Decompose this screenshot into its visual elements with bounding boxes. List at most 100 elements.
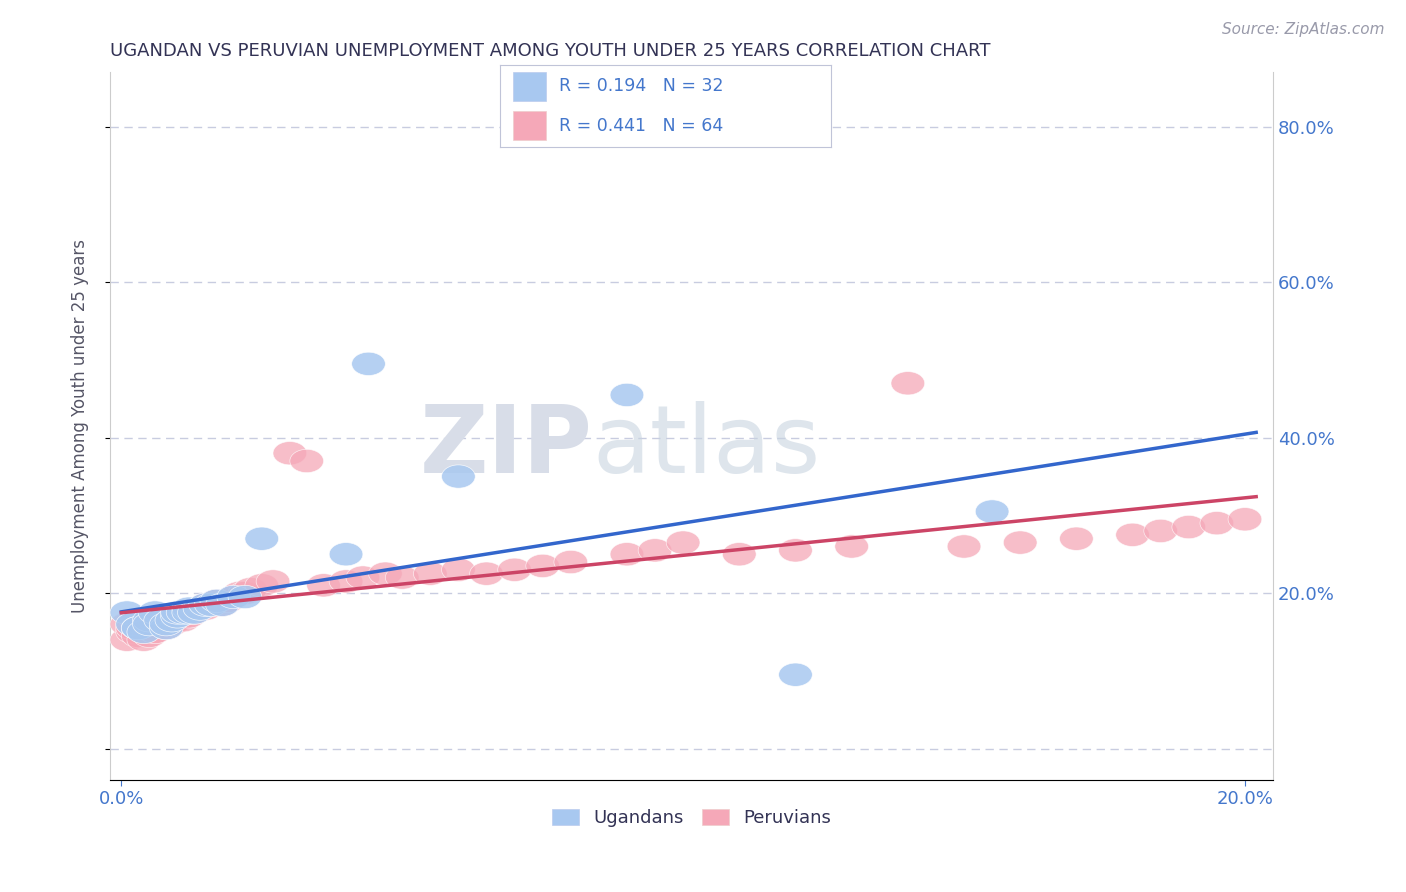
Ellipse shape xyxy=(194,593,228,616)
Ellipse shape xyxy=(115,620,149,644)
Ellipse shape xyxy=(160,601,194,624)
Ellipse shape xyxy=(273,442,307,465)
Ellipse shape xyxy=(149,613,183,636)
Ellipse shape xyxy=(160,605,194,628)
Ellipse shape xyxy=(177,601,211,624)
Ellipse shape xyxy=(205,593,239,616)
Ellipse shape xyxy=(200,590,233,613)
Ellipse shape xyxy=(172,605,205,628)
Ellipse shape xyxy=(127,628,160,651)
Ellipse shape xyxy=(143,608,177,632)
Ellipse shape xyxy=(110,628,143,651)
Ellipse shape xyxy=(121,616,155,640)
Ellipse shape xyxy=(205,593,239,616)
Ellipse shape xyxy=(233,577,267,601)
Text: UGANDAN VS PERUVIAN UNEMPLOYMENT AMONG YOUTH UNDER 25 YEARS CORRELATION CHART: UGANDAN VS PERUVIAN UNEMPLOYMENT AMONG Y… xyxy=(110,42,991,60)
Ellipse shape xyxy=(149,608,183,632)
Ellipse shape xyxy=(160,608,194,632)
Ellipse shape xyxy=(166,608,200,632)
Ellipse shape xyxy=(413,562,447,585)
Y-axis label: Unemployment Among Youth under 25 years: Unemployment Among Youth under 25 years xyxy=(72,239,89,613)
Ellipse shape xyxy=(132,613,166,636)
Ellipse shape xyxy=(1060,527,1094,550)
Ellipse shape xyxy=(329,542,363,566)
Ellipse shape xyxy=(228,585,262,608)
Ellipse shape xyxy=(132,613,166,636)
Ellipse shape xyxy=(256,570,290,593)
Text: Source: ZipAtlas.com: Source: ZipAtlas.com xyxy=(1222,22,1385,37)
Ellipse shape xyxy=(172,597,205,620)
Ellipse shape xyxy=(188,597,222,620)
Ellipse shape xyxy=(143,608,177,632)
Ellipse shape xyxy=(149,616,183,640)
Ellipse shape xyxy=(110,601,143,624)
Ellipse shape xyxy=(1116,524,1150,547)
Ellipse shape xyxy=(194,593,228,616)
Ellipse shape xyxy=(188,593,222,616)
Ellipse shape xyxy=(779,539,813,562)
Ellipse shape xyxy=(149,616,183,640)
Ellipse shape xyxy=(172,601,205,624)
Ellipse shape xyxy=(638,539,672,562)
Ellipse shape xyxy=(307,574,340,597)
Ellipse shape xyxy=(352,352,385,376)
Text: atlas: atlas xyxy=(593,401,821,493)
Ellipse shape xyxy=(217,585,250,608)
Ellipse shape xyxy=(121,624,155,648)
Ellipse shape xyxy=(891,372,925,395)
Ellipse shape xyxy=(245,574,278,597)
Ellipse shape xyxy=(779,663,813,686)
Ellipse shape xyxy=(217,585,250,608)
Ellipse shape xyxy=(554,550,588,574)
Ellipse shape xyxy=(155,608,188,632)
Ellipse shape xyxy=(143,613,177,636)
Ellipse shape xyxy=(948,535,981,558)
Ellipse shape xyxy=(138,608,172,632)
Ellipse shape xyxy=(211,590,245,613)
Ellipse shape xyxy=(666,531,700,554)
Ellipse shape xyxy=(498,558,531,582)
Ellipse shape xyxy=(160,605,194,628)
Ellipse shape xyxy=(290,450,323,473)
Ellipse shape xyxy=(228,582,262,605)
Ellipse shape xyxy=(1199,511,1233,535)
Ellipse shape xyxy=(132,624,166,648)
Ellipse shape xyxy=(470,562,503,585)
Ellipse shape xyxy=(115,613,149,636)
Ellipse shape xyxy=(835,535,869,558)
Ellipse shape xyxy=(329,570,363,593)
Ellipse shape xyxy=(121,616,155,640)
Ellipse shape xyxy=(138,601,172,624)
Ellipse shape xyxy=(138,620,172,644)
Ellipse shape xyxy=(183,597,217,620)
Ellipse shape xyxy=(188,593,222,616)
Ellipse shape xyxy=(385,566,419,590)
Ellipse shape xyxy=(183,597,217,620)
Ellipse shape xyxy=(200,590,233,613)
Ellipse shape xyxy=(110,613,143,636)
Ellipse shape xyxy=(121,616,155,640)
Legend: Ugandans, Peruvians: Ugandans, Peruvians xyxy=(544,802,838,834)
Ellipse shape xyxy=(368,562,402,585)
Ellipse shape xyxy=(172,601,205,624)
Ellipse shape xyxy=(1171,516,1205,539)
Ellipse shape xyxy=(115,616,149,640)
Ellipse shape xyxy=(1227,508,1261,531)
Ellipse shape xyxy=(245,527,278,550)
Ellipse shape xyxy=(132,608,166,632)
Ellipse shape xyxy=(526,554,560,577)
Ellipse shape xyxy=(610,542,644,566)
Ellipse shape xyxy=(1004,531,1038,554)
Ellipse shape xyxy=(441,558,475,582)
Ellipse shape xyxy=(610,384,644,407)
Ellipse shape xyxy=(1144,519,1177,542)
Ellipse shape xyxy=(346,566,380,590)
Ellipse shape xyxy=(127,613,160,636)
Ellipse shape xyxy=(222,582,256,605)
Text: ZIP: ZIP xyxy=(420,401,593,493)
Ellipse shape xyxy=(155,613,188,636)
Ellipse shape xyxy=(177,601,211,624)
Ellipse shape xyxy=(127,620,160,644)
Ellipse shape xyxy=(976,500,1010,524)
Ellipse shape xyxy=(441,465,475,488)
